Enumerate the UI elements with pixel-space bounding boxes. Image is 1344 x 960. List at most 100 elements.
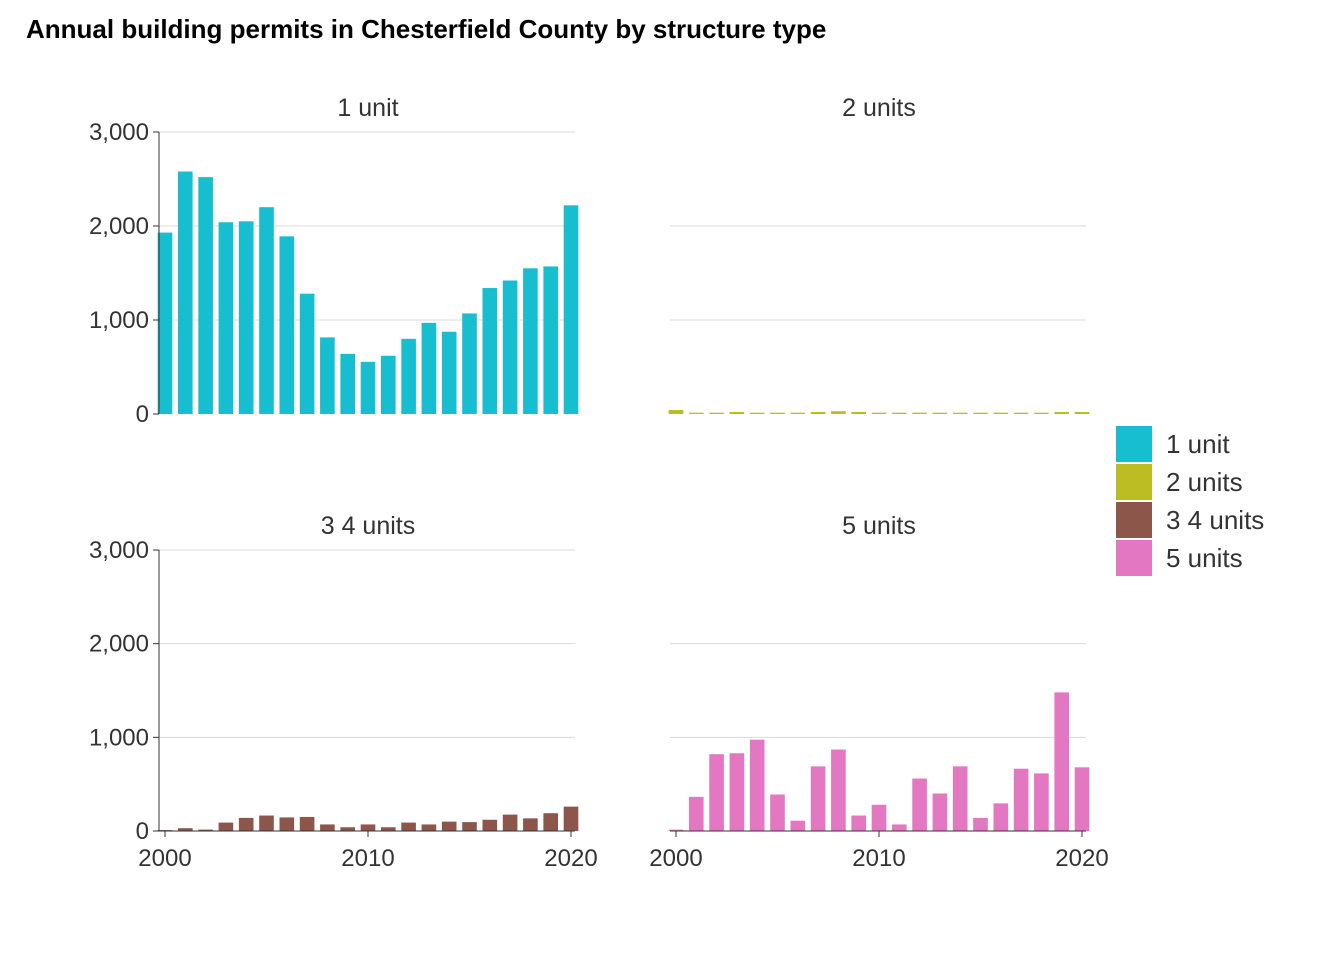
facet-strip-label: 5 units <box>842 512 916 540</box>
bar <box>238 221 254 414</box>
legend-key <box>1116 502 1152 538</box>
bar <box>993 803 1009 831</box>
facet-strip-label: 3 4 units <box>321 512 416 540</box>
bar <box>891 824 907 831</box>
bar <box>502 814 518 831</box>
bar <box>851 411 867 414</box>
y-tick-label: 0 <box>136 401 149 428</box>
bar <box>831 411 846 414</box>
bar <box>462 313 477 414</box>
bar <box>891 412 907 414</box>
legend-item: 5 units <box>1116 540 1243 576</box>
bar <box>871 412 887 414</box>
bar <box>749 739 765 831</box>
legend-label: 3 4 units <box>1166 505 1264 535</box>
bar <box>1013 768 1029 831</box>
legend-item: 1 unit <box>1116 426 1230 462</box>
bar <box>729 411 745 414</box>
bar <box>380 355 396 414</box>
bar <box>973 817 988 831</box>
bar <box>790 412 806 414</box>
bar <box>1054 411 1070 414</box>
bar <box>441 821 457 831</box>
bar <box>729 753 745 831</box>
bar <box>198 177 213 414</box>
facet-strip-label: 1 unit <box>337 94 398 122</box>
bar <box>482 288 498 414</box>
bar <box>279 236 295 414</box>
bar <box>952 412 968 414</box>
bar <box>238 817 254 831</box>
bar <box>1034 773 1049 831</box>
facet-panel: 5 units 2000 2010 2020 <box>649 512 1108 872</box>
legend-label: 2 units <box>1166 467 1243 497</box>
bar <box>770 794 785 831</box>
bar <box>709 754 724 831</box>
bar <box>421 322 437 414</box>
bar <box>157 232 173 414</box>
bar <box>912 412 927 414</box>
legend-key <box>1116 540 1152 576</box>
bar <box>421 824 437 831</box>
bar <box>177 828 193 831</box>
bar <box>563 806 579 831</box>
y-tick-label: 1,000 <box>89 724 149 751</box>
bar <box>340 827 356 831</box>
bar <box>749 412 765 414</box>
legend-label: 1 unit <box>1166 429 1230 459</box>
bar <box>360 824 376 831</box>
bar <box>932 793 948 831</box>
x-tick-label: 2010 <box>852 845 905 872</box>
facet-panel: 1 unit 0 1,000 2,000 3,000 <box>89 94 579 428</box>
bar <box>523 268 538 414</box>
bar <box>1074 767 1090 831</box>
bar <box>1074 411 1090 414</box>
bar <box>482 819 498 831</box>
bar <box>952 766 968 831</box>
bar <box>441 331 457 414</box>
x-tick-label: 2000 <box>138 845 191 872</box>
legend-key <box>1116 426 1152 462</box>
facet-strip-label: 2 units <box>842 94 916 122</box>
bar <box>810 411 826 414</box>
y-tick-label: 3,000 <box>89 119 149 146</box>
y-tick-label: 2,000 <box>89 213 149 240</box>
bar <box>360 361 376 414</box>
bar <box>1054 692 1070 831</box>
chart-title: Annual building permits in Chesterfield … <box>26 14 826 44</box>
bar <box>831 749 846 831</box>
bar <box>543 813 559 831</box>
bar <box>1013 412 1029 414</box>
y-tick-label: 2,000 <box>89 631 149 658</box>
facet-panel: 3 4 units 0 1,000 2,000 3,000 2000 2010 2020 <box>89 512 598 872</box>
bar <box>502 280 518 414</box>
bar <box>932 412 948 414</box>
bar <box>523 818 538 831</box>
bar <box>770 412 785 414</box>
bar <box>871 804 887 831</box>
bar <box>299 816 315 831</box>
bar <box>709 412 724 414</box>
bar <box>688 412 704 414</box>
bar <box>259 815 274 831</box>
y-tick-label: 3,000 <box>89 537 149 564</box>
bar <box>993 412 1009 414</box>
legend: 1 unit 2 units 3 4 units 5 units <box>1116 426 1264 576</box>
bar <box>790 820 806 831</box>
bar <box>543 266 559 414</box>
bar <box>810 766 826 831</box>
bar <box>851 815 867 831</box>
x-tick-label: 2020 <box>1055 845 1108 872</box>
bar <box>279 817 295 831</box>
bar <box>380 827 396 831</box>
bar <box>668 410 684 414</box>
bar <box>320 824 335 831</box>
legend-key <box>1116 464 1152 500</box>
bar <box>340 353 356 414</box>
bar <box>668 829 684 831</box>
bar <box>218 822 234 831</box>
bar <box>218 222 234 414</box>
legend-item: 2 units <box>1116 464 1243 500</box>
